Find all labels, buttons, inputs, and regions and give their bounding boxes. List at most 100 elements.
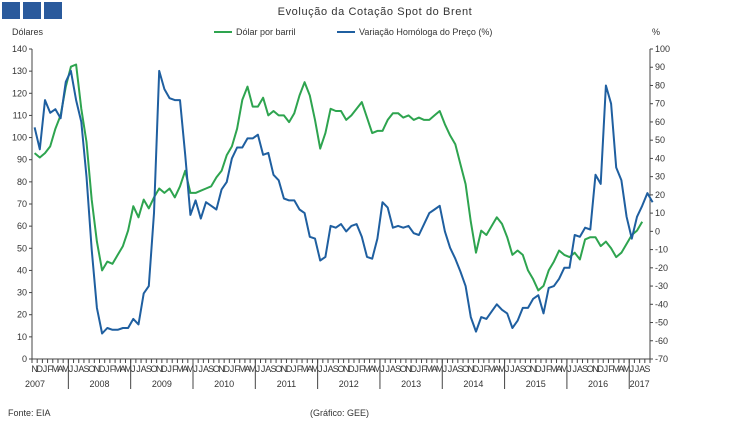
- legend-label-price: Dólar por barril: [236, 27, 296, 37]
- month-label: M: [114, 364, 122, 374]
- month-label: S: [84, 364, 90, 374]
- month-label: J: [131, 364, 136, 374]
- month-label: A: [120, 364, 126, 374]
- toolbar-square-2[interactable]: [23, 2, 41, 19]
- month-label: O: [587, 364, 594, 374]
- month-label: N: [468, 364, 475, 374]
- month-label: M: [124, 364, 132, 374]
- month-label: J: [510, 364, 515, 374]
- month-label: J: [318, 364, 323, 374]
- month-label: D: [597, 364, 604, 374]
- month-label: D: [410, 364, 417, 374]
- month-label: A: [452, 364, 458, 374]
- right-tick-label: 90: [655, 62, 665, 72]
- left-tick-label: 100: [12, 133, 27, 143]
- month-label: D: [37, 364, 44, 374]
- month-label: O: [151, 364, 158, 374]
- month-label: J: [567, 364, 572, 374]
- month-label: D: [473, 364, 480, 374]
- year-label: 2008: [89, 379, 109, 389]
- right-tick-label: -30: [655, 281, 668, 291]
- month-label: M: [62, 364, 70, 374]
- month-label: S: [582, 364, 588, 374]
- month-label: A: [307, 364, 313, 374]
- month-label: F: [484, 364, 490, 374]
- month-label: M: [498, 364, 506, 374]
- month-label: M: [187, 364, 195, 374]
- year-label: 2014: [463, 379, 483, 389]
- right-tick-label: -70: [655, 354, 668, 364]
- month-label: M: [488, 364, 496, 374]
- year-label: 2013: [401, 379, 421, 389]
- month-label: J: [479, 364, 484, 374]
- month-label: J: [193, 364, 198, 374]
- month-label: A: [328, 364, 334, 374]
- month-label: J: [69, 364, 74, 374]
- month-label: N: [218, 364, 225, 374]
- month-label: S: [208, 364, 214, 374]
- month-label: D: [348, 364, 355, 374]
- toolbar-square-3[interactable]: [44, 2, 62, 19]
- month-label: A: [203, 364, 209, 374]
- right-tick-label: -50: [655, 318, 668, 328]
- month-label: F: [47, 364, 53, 374]
- month-label: M: [374, 364, 382, 374]
- left-tick-label: 80: [17, 177, 27, 187]
- month-label: M: [176, 364, 184, 374]
- month-label: D: [99, 364, 106, 374]
- month-label: J: [199, 364, 204, 374]
- month-label: J: [136, 364, 141, 374]
- month-label: N: [592, 364, 599, 374]
- month-label: N: [405, 364, 412, 374]
- left-tick-label: 140: [12, 44, 27, 54]
- month-label: N: [94, 364, 101, 374]
- right-axis-title: %: [652, 27, 661, 37]
- month-label: A: [431, 364, 437, 374]
- month-label: J: [43, 364, 48, 374]
- month-label: M: [301, 364, 309, 374]
- month-label: N: [530, 364, 537, 374]
- month-label: J: [635, 364, 640, 374]
- month-label: A: [265, 364, 271, 374]
- month-label: A: [390, 364, 396, 374]
- month-label: M: [561, 364, 569, 374]
- month-label: F: [234, 364, 240, 374]
- right-tick-label: -20: [655, 263, 668, 273]
- month-label: A: [141, 364, 147, 374]
- month-label: O: [462, 364, 469, 374]
- right-tick-label: 30: [655, 172, 665, 182]
- left-tick-label: 90: [17, 155, 27, 165]
- legend-item-price: Dólar por barril: [214, 27, 296, 37]
- month-label: A: [556, 364, 562, 374]
- month-label: J: [323, 364, 328, 374]
- month-label: A: [78, 364, 84, 374]
- year-label: 2015: [526, 379, 546, 389]
- month-label: S: [333, 364, 339, 374]
- month-label: M: [311, 364, 319, 374]
- year-label: 2016: [588, 379, 608, 389]
- toolbar-square-1[interactable]: [2, 2, 20, 19]
- price-series-line: [33, 63, 644, 292]
- right-tick-label: 40: [655, 153, 665, 163]
- month-label: J: [417, 364, 422, 374]
- month-label: F: [359, 364, 365, 374]
- right-tick-label: 50: [655, 135, 665, 145]
- month-label: O: [524, 364, 531, 374]
- left-tick-label: 120: [12, 88, 27, 98]
- month-label: M: [550, 364, 558, 374]
- left-tick-label: 0: [22, 354, 27, 364]
- left-tick-label: 70: [17, 199, 27, 209]
- month-label: J: [354, 364, 359, 374]
- month-label: F: [421, 364, 427, 374]
- month-label: F: [297, 364, 303, 374]
- month-label: N: [281, 364, 288, 374]
- month-label: J: [105, 364, 110, 374]
- month-label: O: [337, 364, 344, 374]
- month-label: J: [74, 364, 79, 374]
- year-label: 2012: [339, 379, 359, 389]
- left-tick-label: 130: [12, 66, 27, 76]
- month-label: S: [395, 364, 401, 374]
- left-tick-label: 50: [17, 243, 27, 253]
- month-label: J: [292, 364, 297, 374]
- variation-series-line: [33, 69, 654, 335]
